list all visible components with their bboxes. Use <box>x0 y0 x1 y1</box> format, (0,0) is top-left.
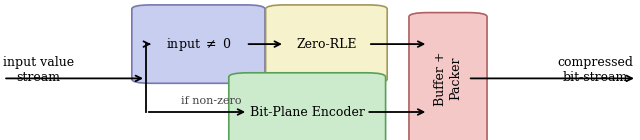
Text: input $\neq$ 0: input $\neq$ 0 <box>166 36 231 53</box>
FancyBboxPatch shape <box>228 73 385 140</box>
Text: Bit-Plane Encoder: Bit-Plane Encoder <box>250 106 365 118</box>
FancyBboxPatch shape <box>132 5 265 83</box>
Text: Buffer +
Packer: Buffer + Packer <box>434 51 462 106</box>
Text: compressed
bit-stream: compressed bit-stream <box>557 56 633 84</box>
Text: Zero-RLE: Zero-RLE <box>296 38 356 51</box>
Text: if non-zero: if non-zero <box>181 96 241 106</box>
Text: input value
stream: input value stream <box>3 56 74 84</box>
FancyBboxPatch shape <box>409 13 487 140</box>
FancyBboxPatch shape <box>266 5 387 83</box>
